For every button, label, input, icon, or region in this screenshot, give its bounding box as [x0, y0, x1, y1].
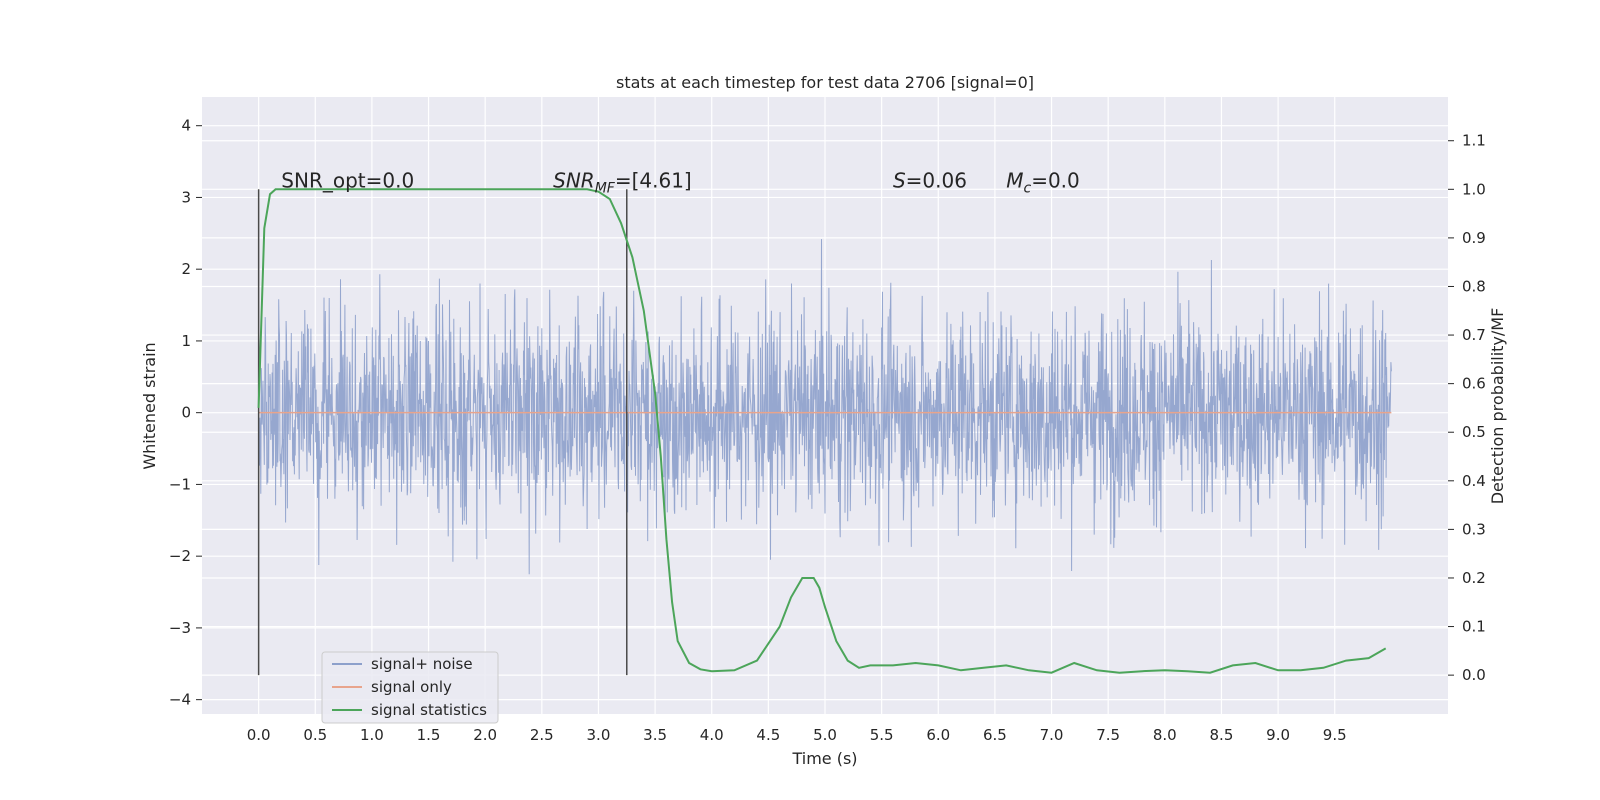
y-tick-label: 1: [181, 332, 191, 350]
legend: signal+ noise signal only signal statist…: [321, 651, 499, 724]
x-tick-label: 7.0: [1040, 726, 1064, 744]
annotation: SNR_opt=0.0: [281, 168, 414, 192]
x-tick-label: 9.0: [1266, 726, 1290, 744]
annotation: SNRMF=[4.61]: [553, 168, 692, 196]
legend-label-signal-statistics: signal statistics: [371, 701, 487, 719]
y-tick-label: 0: [181, 404, 191, 422]
legend-label-signal-noise: signal+ noise: [371, 655, 473, 673]
tick-labels: 0.0 0.5 1.0 1.5 2.0 2.5 3.0 3.5 4.0 4.5 5.0 5.5 6.0 6…: [169, 117, 1486, 744]
x-tick-label: 1.5: [417, 726, 441, 744]
x-tick-label: 9.5: [1323, 726, 1347, 744]
signal-noise-series: [258, 239, 1392, 575]
annotations: SNR_opt=0.0 SNRMF=[4.61] S=0.06 Mc=0.0: [281, 168, 1079, 196]
y-tick-label: 2: [181, 260, 191, 278]
y-tick-label: −3: [169, 619, 191, 637]
y-tick-label: −1: [169, 475, 191, 493]
x-tick-label: 8.0: [1153, 726, 1177, 744]
y2-tick-label: 0.7: [1462, 326, 1486, 344]
y2-tick-label: 0.5: [1462, 423, 1486, 441]
y-tick-label: 4: [181, 117, 191, 135]
x-tick-label: 0.5: [303, 726, 327, 744]
y-tick-label: −2: [169, 547, 191, 565]
annotation: Mc=0.0: [1006, 168, 1080, 196]
y2-tick-label: 0.4: [1462, 472, 1486, 490]
y2-axis-label: Detection probability/MF: [1488, 308, 1507, 505]
x-tick-label: 5.0: [813, 726, 837, 744]
x-tick-label: 2.5: [530, 726, 554, 744]
x-tick-label: 1.0: [360, 726, 384, 744]
y2-tick-label: 0.6: [1462, 375, 1486, 393]
x-tick-label: 8.5: [1210, 726, 1234, 744]
y2-tick-label: 0.3: [1462, 520, 1486, 538]
legend-label-signal-only: signal only: [371, 678, 452, 696]
signal-statistics-line: [257, 188, 1387, 674]
y-axis-label: Whitened strain: [140, 342, 159, 469]
y2-tick-label: 0.2: [1462, 569, 1486, 587]
y2-tick-label: 1.0: [1462, 180, 1486, 198]
signal-noise-line: [258, 239, 1392, 575]
y2-tick-label: 0.0: [1462, 666, 1486, 684]
x-tick-label: 4.0: [700, 726, 724, 744]
annotation: S=0.06: [893, 168, 967, 192]
x-tick-label: 4.5: [756, 726, 780, 744]
x-tick-label: 3.0: [587, 726, 611, 744]
legend-box: [321, 651, 499, 724]
y-tick-label: −4: [169, 691, 191, 709]
y2-tick-label: 1.1: [1462, 132, 1486, 150]
signal-statistics-series: [257, 188, 1387, 674]
x-tick-label: 6.5: [983, 726, 1007, 744]
chart-title: stats at each timestep for test data 270…: [616, 73, 1034, 92]
x-axis-label: Time (s): [791, 749, 857, 768]
x-tick-label: 0.0: [247, 726, 271, 744]
x-tick-label: 7.5: [1096, 726, 1120, 744]
x-tick-label: 6.0: [926, 726, 950, 744]
marker-lines: [257, 189, 628, 676]
y-tick-label: 3: [181, 188, 191, 206]
y2-tick-label: 0.1: [1462, 618, 1486, 636]
x-tick-label: 2.0: [473, 726, 497, 744]
x-tick-label: 5.5: [870, 726, 894, 744]
x-tick-label: 3.5: [643, 726, 667, 744]
y2-tick-label: 0.9: [1462, 229, 1486, 247]
y2-tick-label: 0.8: [1462, 277, 1486, 295]
